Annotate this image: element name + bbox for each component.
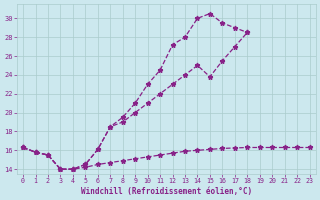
- X-axis label: Windchill (Refroidissement éolien,°C): Windchill (Refroidissement éolien,°C): [81, 187, 252, 196]
